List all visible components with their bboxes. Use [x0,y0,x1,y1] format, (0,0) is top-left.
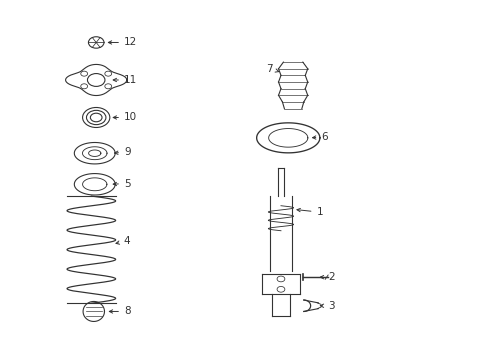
Text: 1: 1 [296,207,323,217]
Text: 3: 3 [320,301,334,311]
Text: 6: 6 [312,132,327,142]
Text: 8: 8 [109,306,130,316]
Text: 7: 7 [266,64,278,73]
Text: 12: 12 [108,37,137,48]
Text: 2: 2 [320,272,334,282]
Text: 4: 4 [116,236,130,246]
Text: 11: 11 [113,75,137,85]
Text: 9: 9 [114,147,130,157]
Text: 5: 5 [113,179,130,189]
Text: 10: 10 [113,112,137,122]
